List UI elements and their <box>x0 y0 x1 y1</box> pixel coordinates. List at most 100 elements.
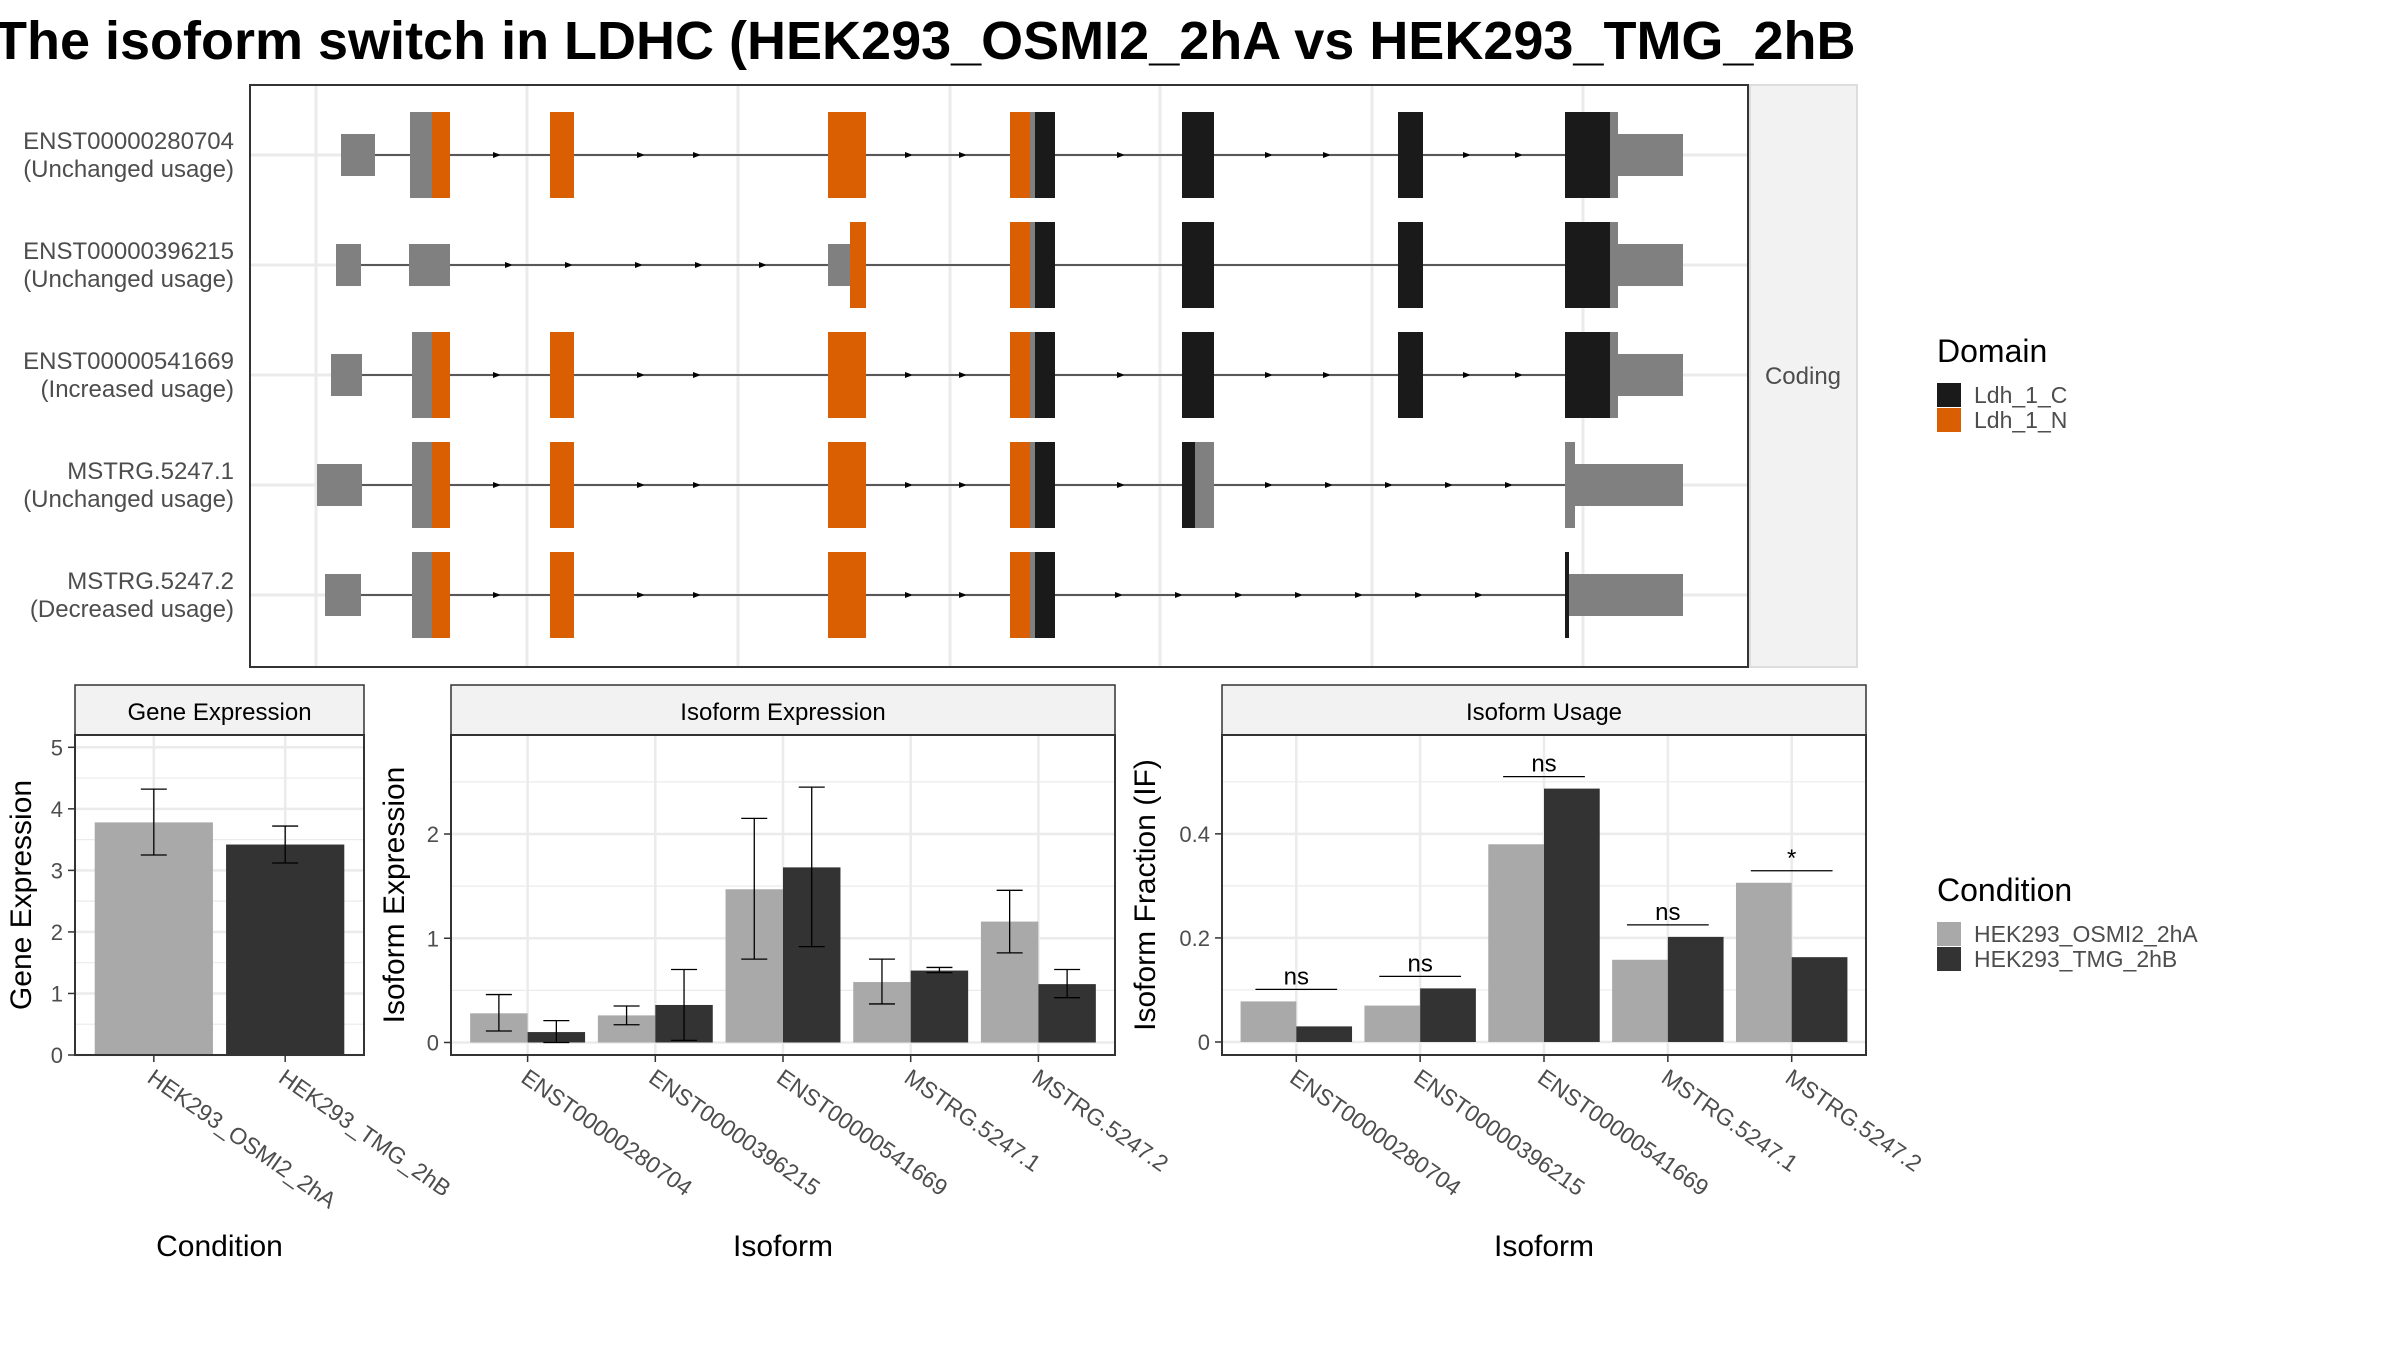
x-axis-title: Isoform <box>733 1230 833 1263</box>
exon-domain-ldh-1-n <box>1010 552 1030 638</box>
x-tick-label: MSTRG.5247.2 <box>1781 1064 1927 1177</box>
panel-title: Isoform Expression <box>680 699 885 726</box>
exon-utr <box>412 442 432 528</box>
exon-utr <box>1610 332 1618 418</box>
exon-domain-ldh-1-n <box>550 332 574 418</box>
intron-direction-arrow <box>693 592 701 598</box>
exon-utr <box>1618 134 1683 176</box>
intron-direction-arrow <box>1445 482 1453 488</box>
isoform-id-label: ENST00000396215 <box>23 238 234 265</box>
exon-utr <box>412 332 432 418</box>
intron-direction-arrow <box>905 592 913 598</box>
exon-utr <box>828 244 850 286</box>
facet-strip-label: Coding <box>1765 363 1841 390</box>
exon-utr <box>1030 332 1035 418</box>
bar <box>1240 1001 1297 1042</box>
intron-direction-arrow <box>959 372 967 378</box>
exon-utr <box>1030 442 1035 528</box>
condition-legend-title: Condition <box>1937 872 2072 908</box>
exon-domain-ldh-1-n <box>550 112 574 198</box>
exon-domain-ldh-1-n <box>432 332 450 418</box>
intron-direction-arrow <box>637 592 645 598</box>
intron-direction-arrow <box>493 152 501 158</box>
bar <box>1364 1005 1421 1042</box>
y-tick-label: 1 <box>427 926 439 951</box>
panel-title-strip <box>74 684 365 736</box>
bar <box>910 970 969 1043</box>
exon-utr <box>1569 574 1683 616</box>
condition-legend-label: HEK293_TMG_2hB <box>1974 946 2177 972</box>
y-tick-label: 0 <box>51 1043 63 1068</box>
y-tick-label: 3 <box>51 858 63 883</box>
intron-direction-arrow <box>1463 372 1471 378</box>
exon-utr <box>336 244 361 286</box>
x-axis-title: Condition <box>156 1230 283 1263</box>
bar <box>1791 957 1848 1042</box>
exon-utr <box>1565 442 1575 528</box>
exon-domain-ldh-1-c <box>1565 112 1610 198</box>
exon-utr <box>1030 112 1035 198</box>
exon-utr <box>1610 222 1618 308</box>
bar <box>1488 844 1544 1042</box>
intron-direction-arrow <box>1265 372 1273 378</box>
exon-domain-ldh-1-c <box>1182 442 1195 528</box>
y-axis-title: Isoform Expression <box>378 767 411 1024</box>
exon-utr <box>341 134 375 176</box>
domain-legend-label: Ldh_1_N <box>1974 407 2067 433</box>
exon-domain-ldh-1-c <box>1035 332 1055 418</box>
figure-title: The isoform switch in LDHC (HEK293_OSMI2… <box>0 11 1855 71</box>
y-tick-label: 0.2 <box>1179 926 1210 951</box>
intron-direction-arrow <box>693 482 701 488</box>
exon-domain-ldh-1-n <box>432 552 450 638</box>
exon-domain-ldh-1-n <box>550 442 574 528</box>
intron-direction-arrow <box>1475 592 1483 598</box>
exon-domain-ldh-1-c <box>1035 222 1055 308</box>
intron-direction-arrow <box>637 152 645 158</box>
exon-utr <box>409 244 450 286</box>
y-tick-label: 1 <box>51 981 63 1006</box>
significance-label: ns <box>1407 950 1432 977</box>
condition-legend-swatch <box>1937 922 1961 946</box>
bar <box>1544 788 1600 1042</box>
y-axis-title: Isoform Fraction (IF) <box>1129 759 1162 1031</box>
y-tick-label: 4 <box>51 797 63 822</box>
intron-direction-arrow <box>905 152 913 158</box>
intron-direction-arrow <box>1463 152 1471 158</box>
exon-domain-ldh-1-n <box>1010 222 1030 308</box>
exon-domain-ldh-1-c <box>1182 222 1214 308</box>
significance-label: ns <box>1655 899 1680 926</box>
exon-utr <box>317 464 362 506</box>
intron-direction-arrow <box>1515 152 1523 158</box>
isoform-status-label: (Increased usage) <box>41 376 234 403</box>
exon-domain-ldh-1-n <box>850 222 866 308</box>
isoform-id-label: ENST00000541669 <box>23 348 234 375</box>
exon-domain-ldh-1-c <box>1398 222 1423 308</box>
bar <box>1735 882 1792 1042</box>
intron-direction-arrow <box>1235 592 1243 598</box>
significance-label: ns <box>1284 963 1309 990</box>
x-tick-label: MSTRG.5247.2 <box>1028 1064 1174 1177</box>
panel-title-strip <box>450 684 1116 736</box>
intron-direction-arrow <box>1325 482 1333 488</box>
exon-domain-ldh-1-c <box>1565 222 1610 308</box>
domain-legend-swatch <box>1937 408 1961 432</box>
exon-utr <box>1618 354 1683 396</box>
structure-panel-border <box>249 84 1749 668</box>
domain-legend-swatch <box>1937 383 1961 407</box>
panel-border <box>74 734 365 1056</box>
exon-domain-ldh-1-n <box>1010 442 1030 528</box>
intron-direction-arrow <box>1323 372 1331 378</box>
exon-domain-ldh-1-c <box>1182 332 1214 418</box>
y-tick-label: 0 <box>1198 1030 1210 1055</box>
exon-domain-ldh-1-c <box>1182 112 1214 198</box>
y-tick-label: 0.4 <box>1179 822 1210 847</box>
exon-domain-ldh-1-n <box>1010 332 1030 418</box>
bar <box>1667 936 1724 1042</box>
exon-domain-ldh-1-n <box>828 442 866 528</box>
isoform-expression-chart: Isoform Expression012ENST00000280704ENST… <box>378 684 1174 1263</box>
intron-direction-arrow <box>505 262 513 268</box>
exon-domain-ldh-1-n <box>828 552 866 638</box>
